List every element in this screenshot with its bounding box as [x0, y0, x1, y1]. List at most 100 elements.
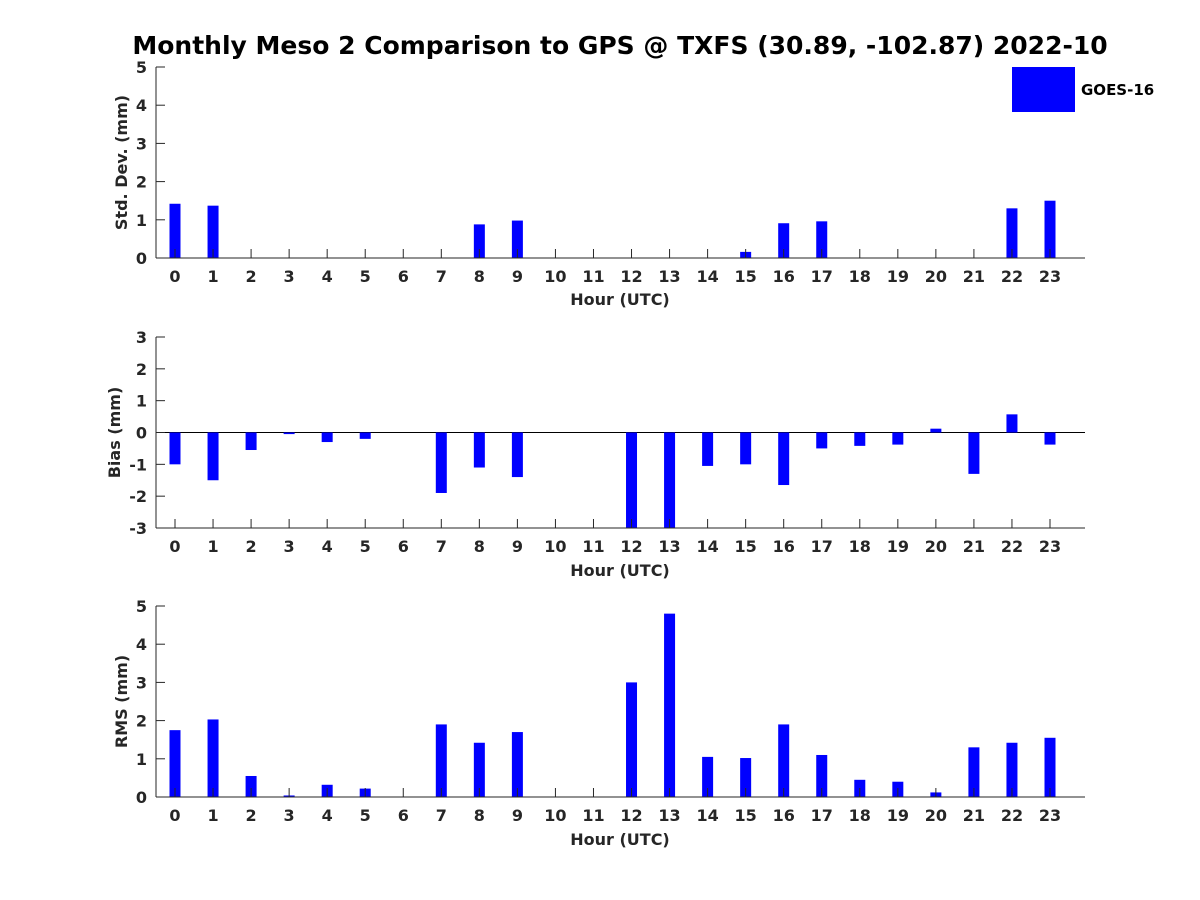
y-tick-label: 0	[136, 249, 147, 268]
bar	[245, 775, 257, 797]
y-tick-label: 0	[136, 424, 147, 443]
y-tick-label: 4	[136, 96, 147, 115]
bar	[930, 428, 942, 433]
y-tick-label: -2	[129, 487, 147, 506]
x-tick-label: 6	[398, 537, 409, 556]
x-tick-label: 9	[512, 806, 523, 825]
x-tick-label: 1	[207, 537, 218, 556]
x-tick-label: 15	[735, 806, 757, 825]
bar	[626, 432, 638, 528]
y-axis-label: RMS (mm)	[112, 655, 131, 748]
bar	[283, 432, 295, 435]
x-tick-label: 18	[849, 537, 871, 556]
x-tick-label: 22	[1001, 537, 1023, 556]
y-tick-label: 1	[136, 392, 147, 411]
bar	[207, 205, 219, 258]
x-tick-label: 9	[512, 267, 523, 286]
x-tick-label: 18	[849, 267, 871, 286]
x-tick-label: 20	[925, 537, 947, 556]
x-tick-label: 16	[773, 267, 795, 286]
bar	[740, 432, 752, 465]
bar	[968, 432, 980, 474]
y-tick-label: 2	[136, 360, 147, 379]
x-tick-label: 8	[474, 806, 485, 825]
x-tick-label: 18	[849, 806, 871, 825]
x-tick-label: 5	[360, 806, 371, 825]
x-tick-label: 7	[436, 537, 447, 556]
x-tick-label: 23	[1039, 806, 1061, 825]
bar	[816, 221, 828, 258]
x-tick-label: 7	[436, 806, 447, 825]
x-axis-label: Hour (UTC)	[570, 830, 670, 849]
bar	[702, 756, 714, 797]
x-tick-label: 11	[582, 267, 604, 286]
x-tick-label: 15	[735, 267, 757, 286]
x-tick-label: 7	[436, 267, 447, 286]
y-tick-label: 2	[136, 173, 147, 192]
x-tick-label: 1	[207, 267, 218, 286]
x-tick-label: 14	[696, 537, 718, 556]
x-tick-label: 8	[474, 537, 485, 556]
x-tick-label: 6	[398, 267, 409, 286]
y-tick-label: 0	[136, 788, 147, 807]
bar	[626, 682, 638, 797]
bar	[245, 432, 257, 451]
bar	[778, 724, 790, 797]
bar	[1006, 414, 1018, 433]
y-tick-label: 1	[136, 211, 147, 230]
x-tick-label: 4	[322, 806, 333, 825]
y-tick-label: 3	[136, 673, 147, 692]
x-tick-label: 2	[246, 267, 257, 286]
x-tick-label: 5	[360, 267, 371, 286]
y-tick-label: -3	[129, 519, 147, 538]
bar	[740, 758, 752, 797]
bar	[169, 730, 181, 797]
x-tick-label: 16	[773, 806, 795, 825]
x-tick-label: 21	[963, 806, 985, 825]
x-tick-label: 19	[887, 267, 909, 286]
bar	[473, 432, 485, 468]
x-tick-label: 11	[582, 806, 604, 825]
legend-label: GOES-16	[1081, 81, 1154, 99]
x-tick-label: 2	[246, 537, 257, 556]
y-axis-label: Std. Dev. (mm)	[112, 95, 131, 230]
x-tick-label: 21	[963, 537, 985, 556]
bar	[321, 432, 333, 443]
bar	[854, 432, 866, 446]
bar	[511, 432, 523, 478]
x-tick-label: 10	[544, 537, 566, 556]
bar	[207, 719, 219, 797]
x-tick-label: 19	[887, 806, 909, 825]
y-tick-label: 3	[136, 134, 147, 153]
bar	[968, 747, 980, 797]
bar	[1044, 200, 1056, 258]
legend-swatch	[1012, 67, 1075, 112]
x-tick-label: 15	[735, 537, 757, 556]
y-tick-label: 3	[136, 328, 147, 347]
x-tick-label: 14	[696, 806, 718, 825]
y-tick-label: 1	[136, 750, 147, 769]
x-tick-label: 3	[284, 267, 295, 286]
bar	[169, 203, 181, 258]
bar	[1006, 742, 1018, 797]
bar	[511, 220, 523, 258]
x-tick-label: 4	[322, 267, 333, 286]
bar	[892, 432, 904, 445]
x-tick-label: 16	[773, 537, 795, 556]
bar	[664, 613, 676, 797]
bar	[816, 432, 828, 449]
y-tick-label: 5	[136, 597, 147, 616]
x-tick-label: 3	[284, 806, 295, 825]
x-tick-label: 17	[811, 267, 833, 286]
bar	[816, 754, 828, 797]
x-axis-label: Hour (UTC)	[570, 561, 670, 580]
x-tick-label: 23	[1039, 267, 1061, 286]
x-tick-label: 13	[658, 806, 680, 825]
bar	[207, 432, 219, 481]
bar	[511, 732, 523, 797]
bar	[664, 432, 676, 528]
bar	[169, 432, 181, 465]
bar	[702, 432, 714, 466]
